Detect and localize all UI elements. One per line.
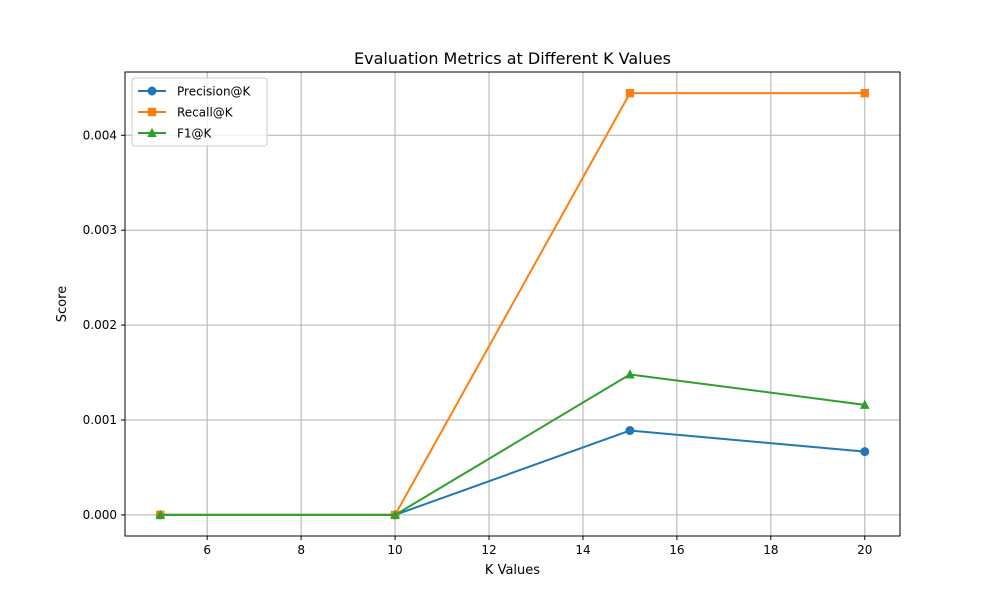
- x-tick-label: 20: [857, 543, 872, 557]
- legend-label-f1-k: F1@K: [177, 127, 213, 141]
- series-line-f1-k: [159, 373, 866, 516]
- legend-marker-precision-k: [147, 86, 157, 96]
- x-axis-label: K Values: [485, 563, 540, 578]
- data-point-f1-k: [625, 369, 635, 379]
- y-tick-label: 0.000: [83, 508, 117, 522]
- x-tick-label: 6: [203, 543, 211, 557]
- tick-layer: 6 8 10 12 14 16 18 20 0.000 0.001 0.002 0.003 0.004: [83, 128, 873, 557]
- x-tick-label: 16: [669, 543, 684, 557]
- y-axis-label: Score: [55, 286, 70, 322]
- x-tick-label: 10: [387, 543, 402, 557]
- series-layer: [155, 88, 870, 520]
- legend-marker-f1-k: [147, 127, 157, 137]
- chart-title: Evaluation Metrics at Different K Values: [354, 49, 671, 68]
- y-tick-label: 0.003: [83, 223, 117, 237]
- legend: Precision@K Recall@K F1@K: [131, 77, 268, 147]
- data-point-precision-k: [860, 447, 870, 457]
- data-point-recall-k: [625, 88, 635, 98]
- legend-label-recall-k: Recall@K: [177, 106, 234, 120]
- data-point-f1-k: [859, 399, 870, 409]
- x-tick-label: 14: [575, 543, 590, 557]
- legend-marker-recall-k: [147, 107, 157, 117]
- x-tick-label: 18: [763, 543, 778, 557]
- x-tick-label: 8: [297, 543, 305, 557]
- legend-label-precision-k: Precision@K: [177, 85, 252, 99]
- legend-box: [131, 77, 268, 147]
- data-point-f1-k: [390, 509, 400, 519]
- y-tick-label: 0.004: [83, 128, 117, 142]
- plot-area-frame: [124, 71, 901, 537]
- data-point-recall-k: [860, 88, 869, 98]
- y-tick-label: 0.002: [83, 318, 117, 332]
- data-point-precision-k: [625, 426, 635, 436]
- y-tick-label: 0.001: [83, 413, 117, 427]
- x-tick-label: 12: [481, 543, 496, 557]
- data-point-f1-k: [155, 509, 166, 519]
